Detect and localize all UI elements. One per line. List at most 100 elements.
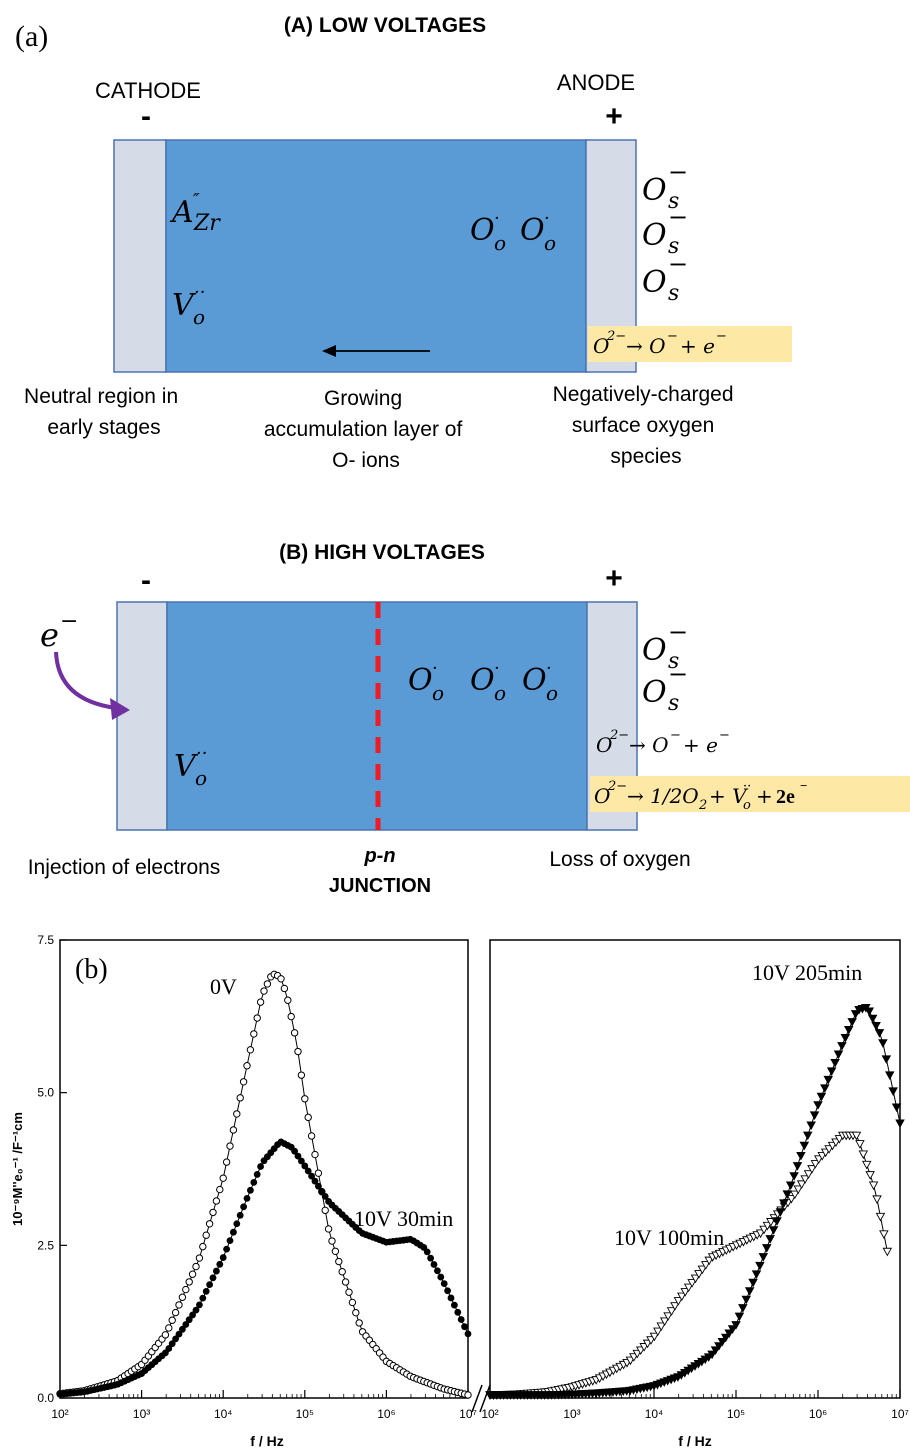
vacancy-species: V ·· o xyxy=(172,282,205,329)
data-point xyxy=(872,1195,882,1205)
series-line xyxy=(59,973,469,1396)
x-tick-label: 10² xyxy=(481,1407,498,1421)
data-point xyxy=(793,1185,804,1195)
data-point xyxy=(451,1301,458,1309)
data-point xyxy=(738,1304,748,1313)
axis-break-mark-2 xyxy=(479,1384,491,1413)
data-point xyxy=(223,1245,231,1253)
cathode-minus-sign: - xyxy=(141,100,151,133)
data-point xyxy=(233,1110,241,1118)
data-point xyxy=(209,1274,217,1282)
annotation-10v-205min: 10V 205min xyxy=(752,960,862,985)
annotation-10v-30min: 10V 30min xyxy=(354,1206,453,1231)
data-point xyxy=(236,1094,244,1102)
svg-text:−: − xyxy=(668,158,688,186)
svg-text:Zr: Zr xyxy=(193,211,221,236)
data-point xyxy=(195,1254,204,1262)
data-point xyxy=(833,1050,844,1060)
data-point xyxy=(182,1321,190,1328)
x-tick-label: 10⁴ xyxy=(214,1407,233,1421)
reaction-equation-1: O 2− → O − + e − xyxy=(596,728,730,757)
y-tick-label: 7.5 xyxy=(37,933,54,947)
data-point xyxy=(205,1220,214,1228)
svg-text:··: ·· xyxy=(196,743,207,764)
data-point xyxy=(171,1308,180,1317)
data-point xyxy=(247,1186,254,1194)
x-tick-label: 10⁷ xyxy=(459,1407,477,1421)
data-point xyxy=(649,1332,660,1342)
data-point xyxy=(216,1185,224,1194)
data-point xyxy=(179,1325,186,1333)
data-point xyxy=(308,1172,315,1180)
data-point xyxy=(175,1330,183,1338)
svg-text:+ e: + e xyxy=(683,733,718,757)
data-point xyxy=(196,1301,203,1309)
data-point xyxy=(837,1042,847,1051)
data-point xyxy=(202,1231,210,1239)
x-tick-label: 10³ xyxy=(563,1407,580,1421)
data-point xyxy=(724,1329,734,1339)
caption-junction-label: JUNCTION xyxy=(329,875,431,897)
cathode-electrode xyxy=(113,139,167,373)
svg-text:V: V xyxy=(172,288,197,323)
data-point xyxy=(165,1324,173,1332)
data-point xyxy=(290,1029,299,1037)
data-point xyxy=(731,1321,741,1330)
data-point xyxy=(666,1307,677,1316)
svg-text:s: s xyxy=(668,281,679,306)
data-point xyxy=(823,1075,834,1085)
x-axis-ticks-left: 10² 10³ 10⁴ 10⁵ 10⁶ 10⁷ xyxy=(51,1390,477,1421)
caption-pn-label: p-n xyxy=(363,845,395,867)
data-point xyxy=(816,1092,827,1102)
data-point xyxy=(243,1062,251,1070)
panel-a-diagram: (a) (A) LOW VOLTAGES CATHODE ANODE - + A… xyxy=(15,14,792,472)
data-point xyxy=(881,1055,892,1064)
caption-neutral-region: Neutral region in early stages xyxy=(24,385,184,439)
data-point xyxy=(830,1058,840,1068)
bulk-region xyxy=(165,139,587,373)
data-point xyxy=(802,1131,813,1141)
data-point xyxy=(762,1221,773,1231)
data-point xyxy=(786,1194,797,1204)
y-tick-label: 0.0 xyxy=(37,1391,54,1405)
svg-text:o: o xyxy=(546,681,558,705)
y-axis-label: 10⁻⁹M''e₀⁻¹ /F⁻¹cm xyxy=(10,1112,25,1226)
series-line xyxy=(490,1134,888,1396)
data-point xyxy=(341,1278,350,1286)
panel-b-title: (B) HIGH VOLTAGES xyxy=(279,541,485,564)
data-point xyxy=(782,1190,793,1199)
reaction-highlight-b xyxy=(590,776,910,812)
data-point xyxy=(656,1322,667,1332)
data-point xyxy=(226,1237,234,1245)
svg-text:s: s xyxy=(668,234,679,259)
reaction-highlight xyxy=(588,326,792,362)
series-right-0 xyxy=(485,1131,893,1400)
data-point xyxy=(727,1325,738,1334)
svg-text:s: s xyxy=(668,189,679,214)
data-point xyxy=(202,1287,210,1295)
data-point xyxy=(260,987,268,995)
data-point xyxy=(307,1132,316,1140)
data-point xyxy=(803,1170,814,1179)
series-left-1 xyxy=(56,1138,472,1398)
x-tick-label: 10³ xyxy=(133,1407,150,1421)
data-point xyxy=(457,1316,465,1323)
data-point xyxy=(858,1150,869,1160)
data-point xyxy=(331,1247,340,1255)
data-point xyxy=(826,1067,837,1076)
data-point xyxy=(182,1285,190,1294)
data-point xyxy=(789,1172,799,1181)
data-point xyxy=(175,1301,183,1309)
data-point xyxy=(464,1330,472,1338)
electron-injection-arrow xyxy=(54,651,117,710)
data-point xyxy=(875,1212,886,1222)
svg-text:−: − xyxy=(668,250,688,278)
svg-text:o: o xyxy=(494,681,506,705)
data-point xyxy=(233,1220,241,1228)
data-point xyxy=(297,1071,306,1079)
data-point xyxy=(277,975,285,983)
data-point xyxy=(294,1152,302,1160)
surface-oxygen-species: O − s O − s O − s xyxy=(642,158,688,306)
chart-panel-label: (b) xyxy=(75,954,108,985)
